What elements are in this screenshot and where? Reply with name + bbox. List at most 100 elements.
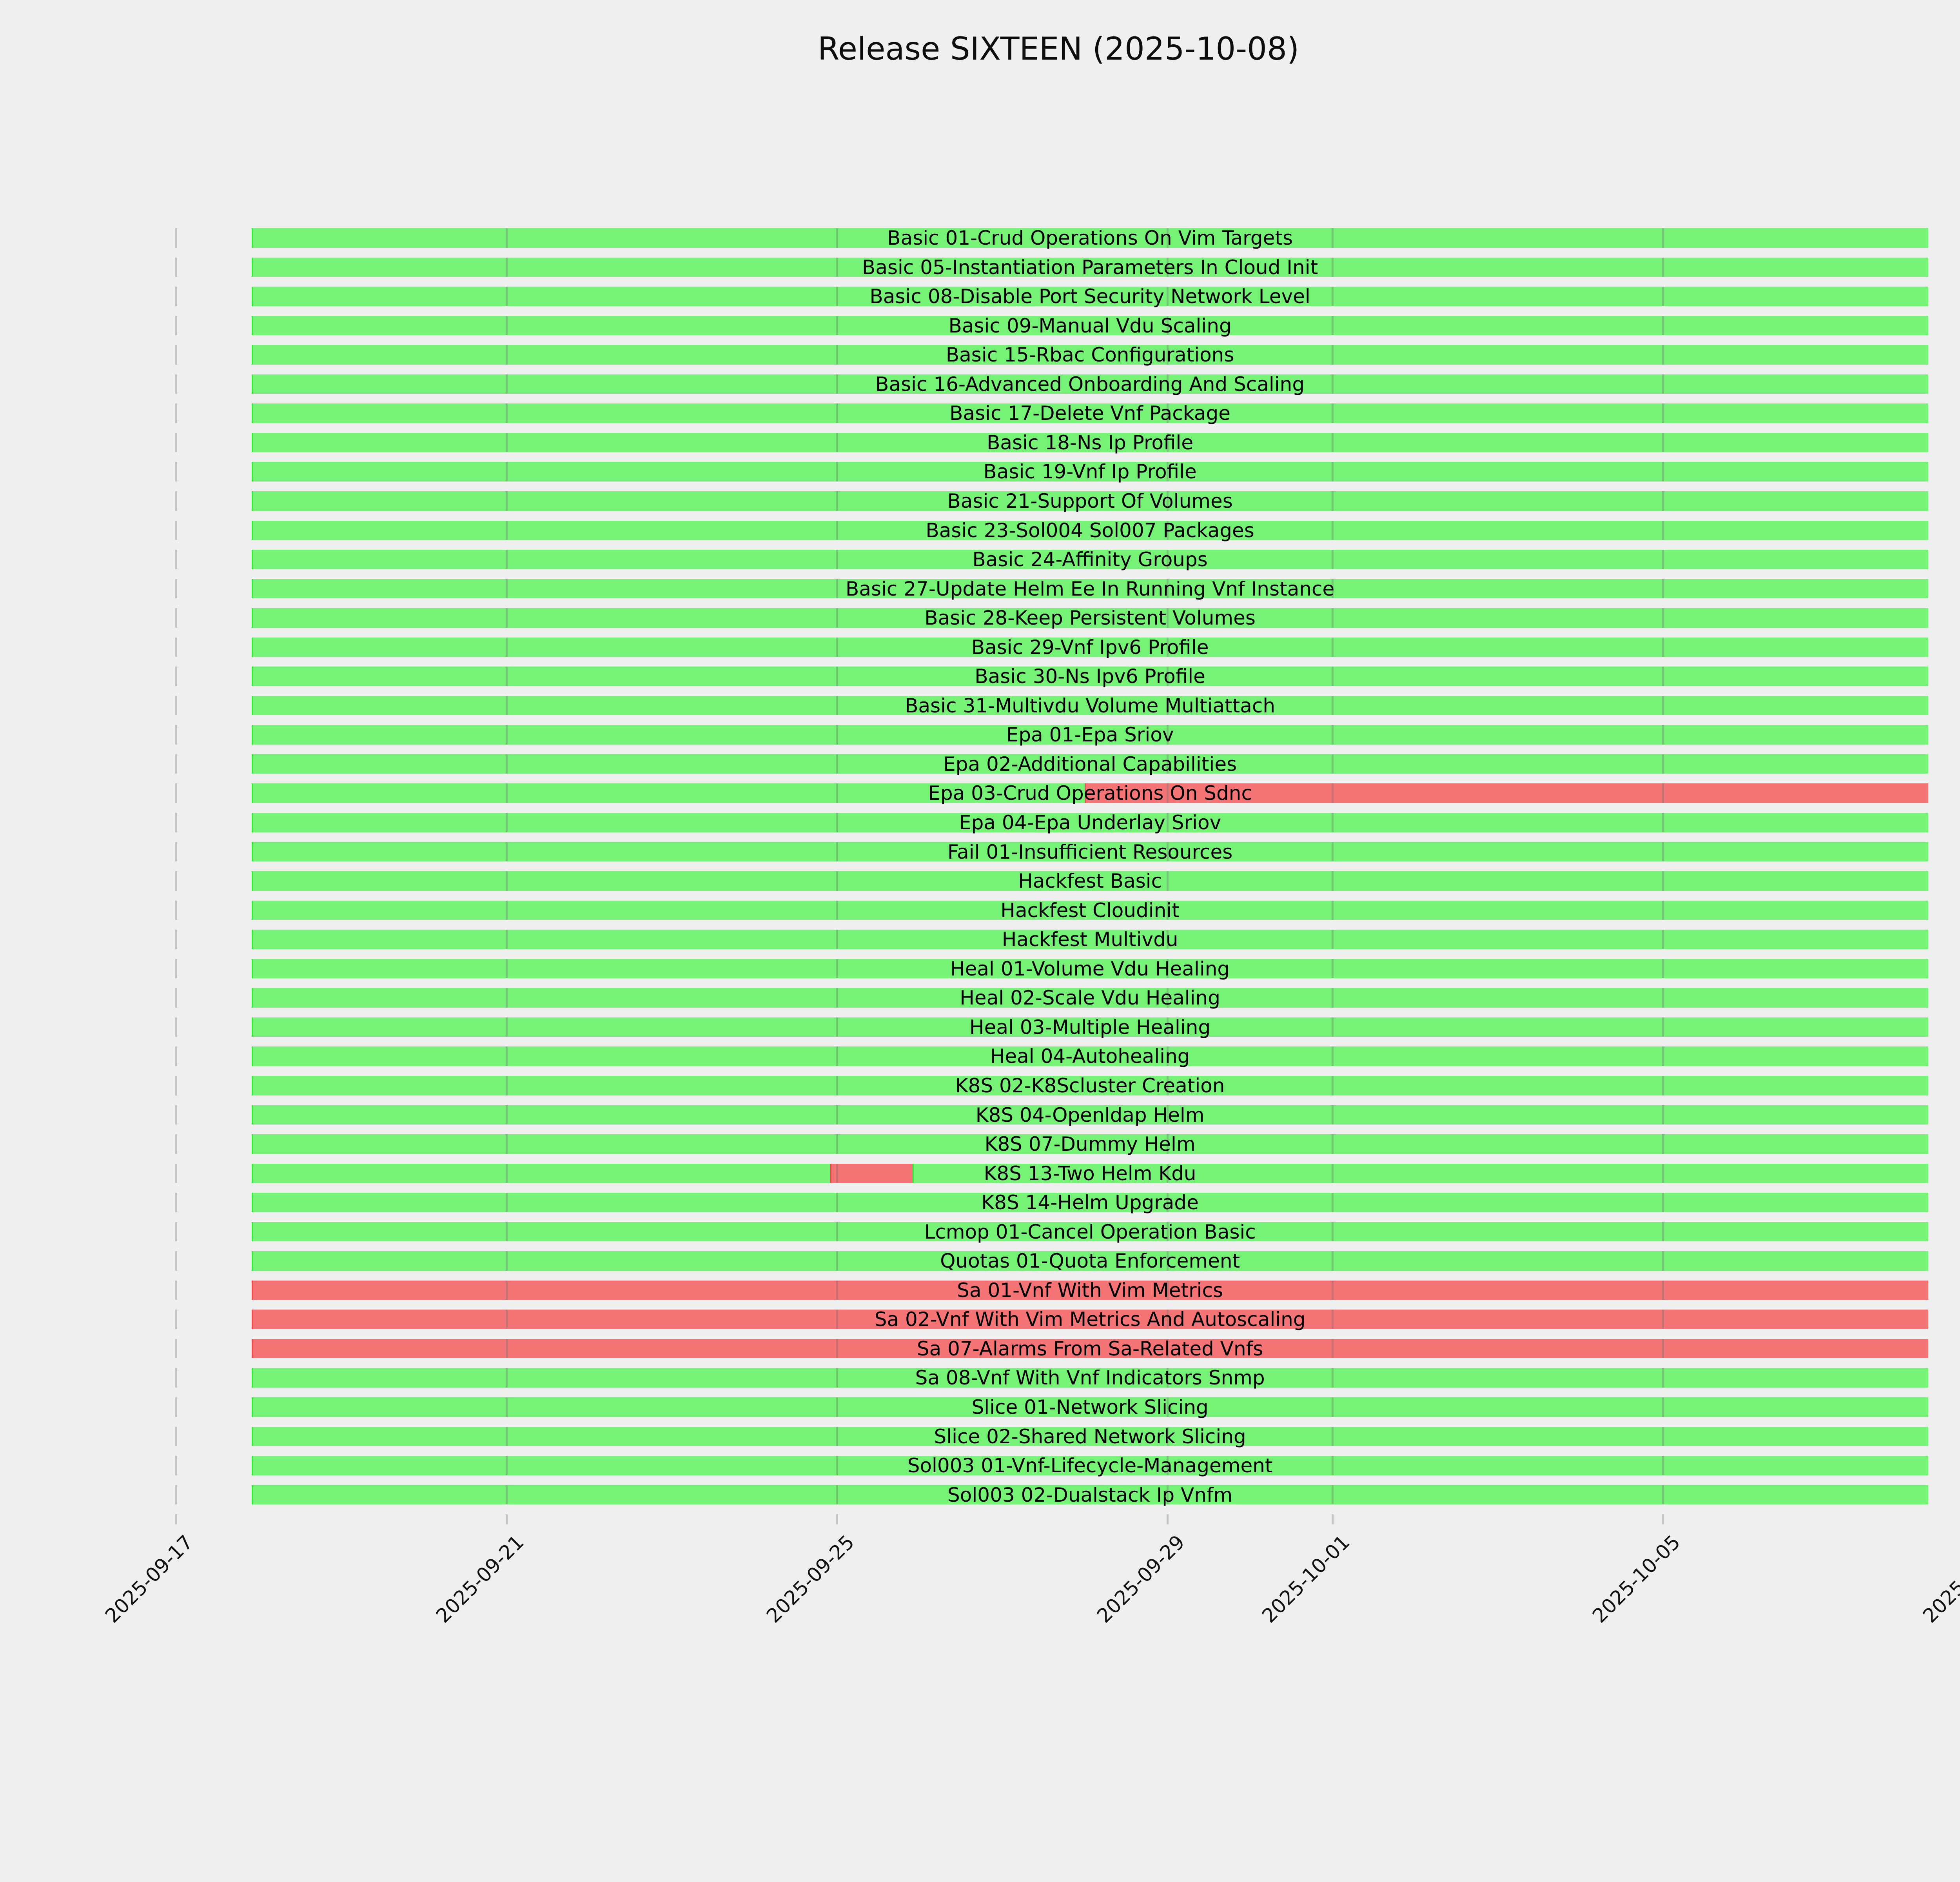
gridline-dash bbox=[175, 550, 177, 569]
gridline-dash bbox=[1332, 1310, 1334, 1329]
bar-segment-pass bbox=[252, 1456, 1929, 1475]
bar-segment-pass bbox=[252, 432, 1929, 452]
gridline-dash bbox=[1332, 550, 1334, 569]
gridline-dash bbox=[1662, 988, 1664, 1008]
gridline-dash bbox=[175, 1368, 177, 1388]
gridline-dash bbox=[1332, 1017, 1334, 1037]
gridline-dash bbox=[175, 1485, 177, 1505]
gridline-dash bbox=[836, 667, 838, 686]
gridline-dash bbox=[1332, 287, 1334, 306]
bar-segment-pass bbox=[252, 900, 1929, 920]
gridline-dash bbox=[836, 1485, 838, 1505]
gridline-dash bbox=[1662, 1075, 1664, 1095]
gridline-dash bbox=[1166, 550, 1169, 569]
task-label: Sol003 01-Vnf-Lifecycle-Management bbox=[907, 1454, 1273, 1477]
gridline-dash bbox=[836, 1280, 838, 1300]
gridline-dash bbox=[505, 1163, 508, 1183]
gridline-dash bbox=[1332, 930, 1334, 949]
gridline-dash bbox=[1332, 1280, 1334, 1300]
gridline-dash bbox=[1662, 462, 1664, 481]
gridline-dash bbox=[1166, 1134, 1169, 1154]
gridline-dash bbox=[836, 1310, 838, 1329]
bar-segment-pass bbox=[252, 374, 1929, 394]
bar-segment-pass bbox=[252, 1222, 1929, 1242]
bar-segment-pass bbox=[252, 257, 1929, 277]
gridline-dash bbox=[836, 1368, 838, 1388]
gridline-dash bbox=[1332, 403, 1334, 423]
gridline-dash bbox=[175, 316, 177, 336]
gridline-dash bbox=[1166, 842, 1169, 862]
gridline-dash bbox=[1166, 608, 1169, 628]
gridline-dash bbox=[836, 871, 838, 891]
gridline-dash bbox=[1166, 1251, 1169, 1271]
gridline-dash bbox=[505, 257, 508, 277]
bar-segment-fail bbox=[252, 1339, 1929, 1359]
gridline-dash bbox=[1332, 1222, 1334, 1242]
gridline-dash bbox=[1166, 316, 1169, 336]
gridline-dash bbox=[175, 345, 177, 365]
gridline-dash bbox=[1166, 725, 1169, 745]
gridline-dash bbox=[1166, 1046, 1169, 1066]
gridline-dash bbox=[175, 754, 177, 774]
gridline-dash bbox=[1332, 1426, 1334, 1446]
bar-segment-pass bbox=[252, 1397, 1929, 1417]
gridline-dash bbox=[175, 1046, 177, 1066]
bar-segment-pass bbox=[252, 930, 1929, 949]
task-label: Basic 05-Instantiation Parameters In Clo… bbox=[862, 256, 1318, 279]
gridline-dash bbox=[1662, 959, 1664, 979]
gridline-dash bbox=[1332, 1251, 1334, 1271]
gridline-dash bbox=[175, 287, 177, 306]
gridline-dash bbox=[1662, 257, 1664, 277]
gridline-dash bbox=[1662, 1310, 1664, 1329]
bar-segment-pass bbox=[252, 403, 1929, 423]
bar-segment-pass bbox=[252, 725, 1929, 745]
gridline-dash bbox=[1332, 345, 1334, 365]
gridline-dash bbox=[505, 491, 508, 511]
gridline-dash bbox=[1662, 842, 1664, 862]
gridline-dash bbox=[505, 1368, 508, 1388]
task-label: Basic 31-Multivdu Volume Multiattach bbox=[905, 694, 1276, 717]
gridline-dash bbox=[836, 1514, 838, 1525]
gridline-dash bbox=[505, 900, 508, 920]
bar-segment-pass bbox=[252, 871, 1929, 891]
task-label: Epa 03-Crud Operations On Sdnc bbox=[928, 782, 1252, 805]
gridline-dash bbox=[1662, 667, 1664, 686]
bar-segment-pass bbox=[252, 1485, 1929, 1505]
gridline-dash bbox=[836, 491, 838, 511]
task-label: Heal 03-Multiple Healing bbox=[969, 1015, 1211, 1039]
gridline-dash bbox=[836, 1251, 838, 1271]
gridline-dash bbox=[505, 608, 508, 628]
gridline-dash bbox=[175, 988, 177, 1008]
gridline-dash bbox=[175, 1193, 177, 1212]
gridline-dash bbox=[175, 1163, 177, 1183]
gridline-dash bbox=[1332, 462, 1334, 481]
gridline-dash bbox=[1662, 871, 1664, 891]
gridline-dash bbox=[1332, 608, 1334, 628]
gridline-dash bbox=[1332, 696, 1334, 716]
gridline-dash bbox=[1332, 637, 1334, 657]
gridline-dash bbox=[836, 754, 838, 774]
bar-segment-pass bbox=[252, 754, 1929, 774]
gridline-dash bbox=[1662, 491, 1664, 511]
gridline-dash bbox=[1662, 1017, 1664, 1037]
gridline-dash bbox=[1332, 1485, 1334, 1505]
x-tick-label: 2025-09-17 bbox=[101, 1531, 198, 1628]
gridline-dash bbox=[1332, 1075, 1334, 1095]
gridline-dash bbox=[505, 1280, 508, 1300]
gridline-dash bbox=[836, 1456, 838, 1475]
task-label: K8S 04-Openldap Helm bbox=[975, 1103, 1205, 1126]
gridline-dash bbox=[1662, 1368, 1664, 1388]
task-label: Sa 02-Vnf With Vim Metrics And Autoscali… bbox=[874, 1308, 1306, 1331]
gridline-dash bbox=[1662, 520, 1664, 540]
gridline-dash bbox=[836, 1075, 838, 1095]
task-label: Sa 07-Alarms From Sa-Related Vnfs bbox=[916, 1337, 1263, 1360]
bar-segment-fail bbox=[252, 1280, 1929, 1300]
gridline-dash bbox=[1662, 432, 1664, 452]
gridline-dash bbox=[1662, 1339, 1664, 1359]
gridline-dash bbox=[505, 1193, 508, 1212]
gridline-dash bbox=[505, 579, 508, 599]
gridline-dash bbox=[175, 1339, 177, 1359]
gridline-dash bbox=[1166, 813, 1169, 832]
gridline-dash bbox=[175, 403, 177, 423]
gridline-dash bbox=[175, 579, 177, 599]
